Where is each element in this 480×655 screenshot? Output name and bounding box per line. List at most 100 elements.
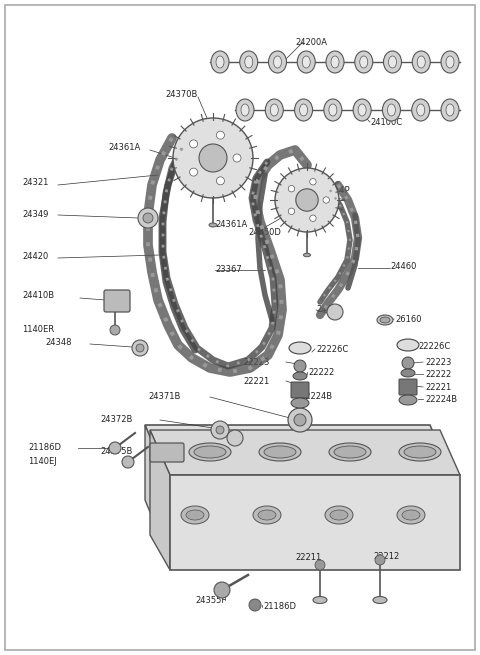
FancyBboxPatch shape (104, 290, 130, 312)
Circle shape (190, 140, 198, 148)
Ellipse shape (446, 56, 454, 68)
Ellipse shape (377, 315, 393, 325)
Ellipse shape (240, 51, 258, 73)
Ellipse shape (330, 510, 348, 520)
Text: 1140EJ: 1140EJ (28, 457, 57, 466)
Ellipse shape (245, 56, 253, 68)
Ellipse shape (353, 99, 371, 121)
Ellipse shape (383, 99, 400, 121)
Text: 24375B: 24375B (100, 447, 132, 456)
Text: 22221: 22221 (425, 383, 451, 392)
Circle shape (327, 304, 343, 320)
Text: 22222: 22222 (425, 370, 451, 379)
Ellipse shape (412, 99, 430, 121)
Ellipse shape (253, 506, 281, 524)
Ellipse shape (236, 99, 254, 121)
Text: 26174P: 26174P (318, 186, 349, 195)
Ellipse shape (293, 372, 307, 380)
Ellipse shape (289, 342, 311, 354)
Text: 24349: 24349 (22, 210, 48, 219)
Ellipse shape (360, 56, 368, 68)
Text: 22223: 22223 (243, 358, 269, 367)
Ellipse shape (211, 51, 229, 73)
Circle shape (211, 421, 229, 439)
Circle shape (294, 360, 306, 372)
Ellipse shape (264, 446, 296, 458)
Ellipse shape (324, 99, 342, 121)
Ellipse shape (331, 56, 339, 68)
Text: 22221: 22221 (243, 377, 269, 386)
Ellipse shape (216, 56, 224, 68)
Circle shape (132, 340, 148, 356)
Ellipse shape (412, 51, 430, 73)
Circle shape (310, 179, 316, 185)
Ellipse shape (274, 56, 281, 68)
Ellipse shape (373, 597, 387, 603)
Circle shape (227, 430, 243, 446)
Text: 24471: 24471 (316, 305, 342, 314)
Circle shape (323, 196, 329, 203)
Polygon shape (150, 430, 170, 570)
Text: 24100C: 24100C (370, 118, 402, 127)
Text: 22212: 22212 (373, 552, 399, 561)
Text: 22224B: 22224B (300, 392, 332, 401)
Ellipse shape (402, 510, 420, 520)
Ellipse shape (329, 443, 371, 461)
Circle shape (294, 414, 306, 426)
Text: 24410B: 24410B (22, 291, 54, 300)
Polygon shape (145, 425, 170, 560)
Ellipse shape (291, 398, 309, 408)
Text: 24361A: 24361A (215, 220, 247, 229)
Ellipse shape (189, 443, 231, 461)
Text: 24350D: 24350D (248, 228, 281, 237)
Circle shape (136, 344, 144, 352)
Text: 24361A: 24361A (108, 143, 140, 152)
Ellipse shape (417, 56, 425, 68)
Text: 24370B: 24370B (165, 90, 197, 99)
Text: 21186D: 21186D (28, 443, 61, 452)
Ellipse shape (181, 506, 209, 524)
Circle shape (138, 208, 158, 228)
Ellipse shape (325, 506, 353, 524)
Text: 24460: 24460 (390, 262, 416, 271)
FancyBboxPatch shape (150, 443, 184, 462)
Circle shape (375, 555, 385, 565)
Text: 24321: 24321 (22, 178, 48, 187)
Ellipse shape (194, 446, 226, 458)
Circle shape (288, 185, 295, 192)
Ellipse shape (259, 443, 301, 461)
Circle shape (315, 560, 325, 570)
Ellipse shape (302, 56, 310, 68)
Ellipse shape (297, 51, 315, 73)
Polygon shape (150, 430, 460, 475)
Text: 22224B: 22224B (425, 395, 457, 404)
Circle shape (173, 118, 253, 198)
Ellipse shape (397, 339, 419, 351)
Text: 26160: 26160 (395, 315, 421, 324)
Ellipse shape (258, 510, 276, 520)
Circle shape (110, 325, 120, 335)
Ellipse shape (401, 369, 415, 377)
FancyBboxPatch shape (291, 382, 309, 398)
Ellipse shape (355, 51, 373, 73)
Ellipse shape (186, 510, 204, 520)
Text: 22222: 22222 (308, 368, 334, 377)
Ellipse shape (441, 51, 459, 73)
Ellipse shape (329, 104, 337, 116)
Ellipse shape (397, 506, 425, 524)
Text: 24372B: 24372B (100, 415, 132, 424)
Ellipse shape (384, 51, 401, 73)
Circle shape (402, 357, 414, 369)
Text: 22226C: 22226C (418, 342, 450, 351)
Ellipse shape (380, 317, 390, 323)
Circle shape (288, 208, 295, 214)
Polygon shape (170, 475, 460, 570)
Ellipse shape (303, 253, 311, 257)
Ellipse shape (358, 104, 366, 116)
Circle shape (199, 144, 227, 172)
Ellipse shape (209, 223, 217, 227)
Ellipse shape (446, 104, 454, 116)
Text: 24420: 24420 (22, 252, 48, 261)
Circle shape (275, 168, 339, 232)
Text: 21186D: 21186D (263, 602, 296, 611)
